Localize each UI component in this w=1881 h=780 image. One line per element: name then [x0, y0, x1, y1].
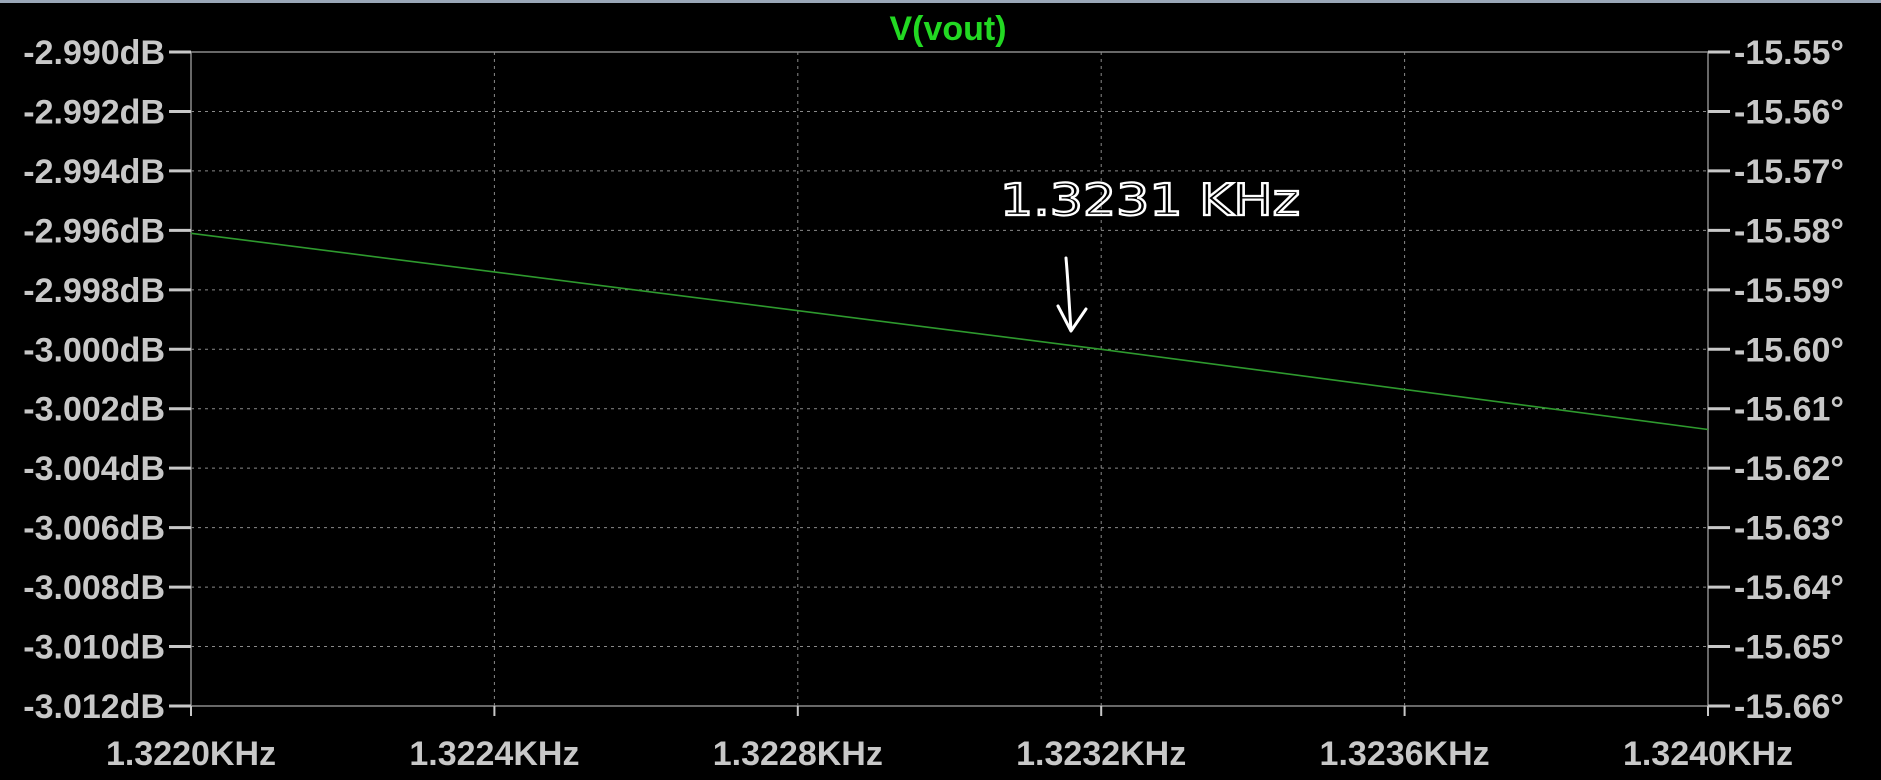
right-tick-label: -15.55°	[1734, 34, 1844, 72]
right-tick-label: -15.61°	[1734, 391, 1844, 429]
plot-frame	[190, 51, 1709, 707]
left-tick-label: -3.010dB	[23, 629, 165, 667]
right-tick-label: -15.58°	[1734, 212, 1844, 250]
left-tick-label: -2.996dB	[23, 212, 165, 250]
annotation-arrow	[1064, 256, 1073, 332]
right-tick-label: -15.63°	[1734, 510, 1844, 548]
left-tick-label: -3.008dB	[23, 569, 165, 607]
window-top-edge	[0, 0, 1881, 3]
left-tick-label: -3.012dB	[23, 688, 165, 726]
right-axis: -15.55° -15.56° -15.57° -15.58° -15.59° -15.6…	[1708, 34, 1844, 726]
right-tick-label: -15.66°	[1734, 688, 1844, 726]
grid	[190, 51, 1709, 707]
right-tick-label: -15.60°	[1734, 331, 1844, 369]
right-tick-label: -15.59°	[1734, 272, 1844, 310]
series-layer	[190, 232, 1709, 431]
right-tick-label: -15.65°	[1734, 629, 1844, 667]
annotation-arrowhead	[1056, 304, 1088, 333]
left-axis: -2.990dB -2.992dB -2.994dB -2.996dB -2.998dB…	[23, 34, 191, 726]
right-tick-label: -15.62°	[1734, 450, 1844, 488]
right-tick-label: -15.56°	[1734, 93, 1844, 131]
left-tick-label: -3.004dB	[23, 450, 165, 488]
series-line-0[interactable]	[190, 232, 1709, 431]
left-tick-label: -3.006dB	[23, 510, 165, 548]
frequency-annotation: 1.3231 KHz	[1000, 175, 1300, 226]
x-tick-label: 1.3220KHz	[106, 735, 276, 773]
annotation-layer: 1.3231 KHz	[999, 174, 1301, 333]
x-tick-label: 1.3228KHz	[713, 735, 883, 773]
left-tick-label: -3.002dB	[23, 391, 165, 429]
right-tick-label: -15.64°	[1734, 569, 1844, 607]
left-tick-label: -2.994dB	[23, 153, 165, 191]
right-tick-label: -15.57°	[1734, 153, 1844, 191]
left-tick-label: -2.998dB	[23, 272, 165, 310]
x-tick-label: 1.3224KHz	[409, 735, 579, 773]
left-tick-label: -2.990dB	[23, 34, 165, 72]
x-tick-label: 1.3236KHz	[1320, 735, 1490, 773]
chart-title[interactable]: V(vout)	[889, 10, 1006, 48]
x-axis: 1.3220KHz 1.3224KHz 1.3228KHz 1.3232KHz 1.32…	[106, 706, 1793, 773]
left-tick-label: -3.000dB	[23, 331, 165, 369]
x-tick-label: 1.3240KHz	[1623, 735, 1793, 773]
left-tick-label: -2.992dB	[23, 93, 165, 131]
x-tick-label: 1.3232KHz	[1016, 735, 1186, 773]
